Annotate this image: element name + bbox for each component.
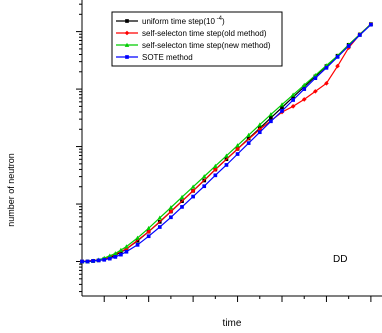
annotation-dd: DD [333,254,347,265]
series-point [180,205,184,209]
series-point [146,234,151,239]
series-point [107,253,113,258]
series-point [357,33,362,37]
series-point [168,205,174,210]
series-point [113,251,118,256]
series-point [280,109,284,113]
series-point [125,55,129,59]
axis-ticks [76,3,372,302]
series-point [201,174,207,179]
series-point [257,127,263,132]
series-point [369,22,373,27]
series-point [119,252,123,257]
series-point [135,243,140,247]
series-point [224,163,229,167]
series-point [85,259,90,264]
series-point [125,19,129,23]
series-4 [80,22,373,264]
series-point [290,104,296,109]
series-point [213,173,218,178]
series-point [102,257,107,262]
series-point [269,115,273,120]
series-point [301,97,307,102]
series-point [157,215,163,220]
series-point [302,87,307,91]
series-point [124,244,129,249]
y-axis-label: number of neutron [6,153,16,227]
series-point [179,194,185,199]
series-point [324,65,329,70]
series-point [268,112,274,117]
series-point [257,130,262,135]
series-point [235,152,240,156]
series-point [246,132,251,137]
series-point [213,167,218,172]
series-point [91,259,95,263]
series-point [313,72,318,78]
legend-label: self-selecton time step(old method) [142,29,267,38]
legend-entry-2: self-selecton time step(old method) [116,29,267,38]
series-point [257,122,263,127]
series-point [119,250,123,255]
legend-entry-4: SOTE method [116,53,193,62]
series-point [335,63,340,69]
series-point [313,89,318,94]
series-point [313,76,318,81]
legend-label: SOTE method [142,53,193,62]
series-point [146,229,151,234]
series-point [191,194,195,199]
series-point [235,143,240,148]
series-point [157,225,162,229]
series-point [346,44,351,48]
series-point [324,81,329,86]
series-point [124,30,130,36]
series-point [213,163,218,168]
series-point [202,184,207,189]
legend-label: uniform time step(10 -4) [142,16,225,26]
series-point [335,55,340,59]
legend-entry-1: uniform time step(10 -4) [116,16,225,26]
legend-entry-3: self-selecton time step(new method) [116,41,271,50]
series-point [168,209,174,214]
series-point [124,249,129,254]
series-point [301,82,307,87]
series-point [146,225,151,231]
legend-box [111,11,283,67]
series-point [279,102,285,107]
series-point [118,247,124,252]
series-point [291,98,295,102]
series-point [280,105,284,110]
series-point [235,146,240,152]
legend-label: self-selecton time step(new method) [142,41,271,50]
series-point [291,95,295,99]
series-layer [79,21,374,264]
series-point [80,259,84,264]
series-point [190,184,196,189]
legend: uniform time step(10 -4) self-selecton ti… [111,11,283,67]
series-point [96,258,101,263]
series-point [135,235,140,240]
series-point [246,141,251,145]
series-point [113,255,118,259]
series-point [269,119,273,124]
series-point [169,215,173,220]
x-axis-label: time [223,318,242,329]
series-point [190,188,196,194]
series-point [290,92,296,97]
series-point [107,256,112,261]
series-point [224,153,229,158]
series-point [124,42,130,47]
